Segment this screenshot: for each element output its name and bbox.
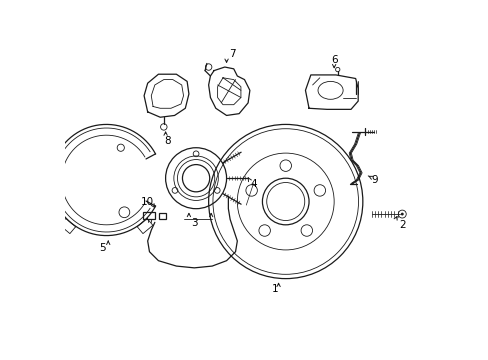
Text: 6: 6 [330,55,337,65]
Text: 2: 2 [398,220,405,230]
Circle shape [400,213,403,216]
Text: 5: 5 [100,243,106,253]
Text: 8: 8 [164,136,170,145]
Text: 9: 9 [370,175,377,185]
Text: 4: 4 [250,179,256,189]
Bar [159,213,166,219]
Text: 7: 7 [228,49,235,59]
Text: 3: 3 [191,218,197,228]
Text: 10: 10 [141,197,154,207]
Bar [143,212,155,220]
Text: 1: 1 [271,284,278,294]
